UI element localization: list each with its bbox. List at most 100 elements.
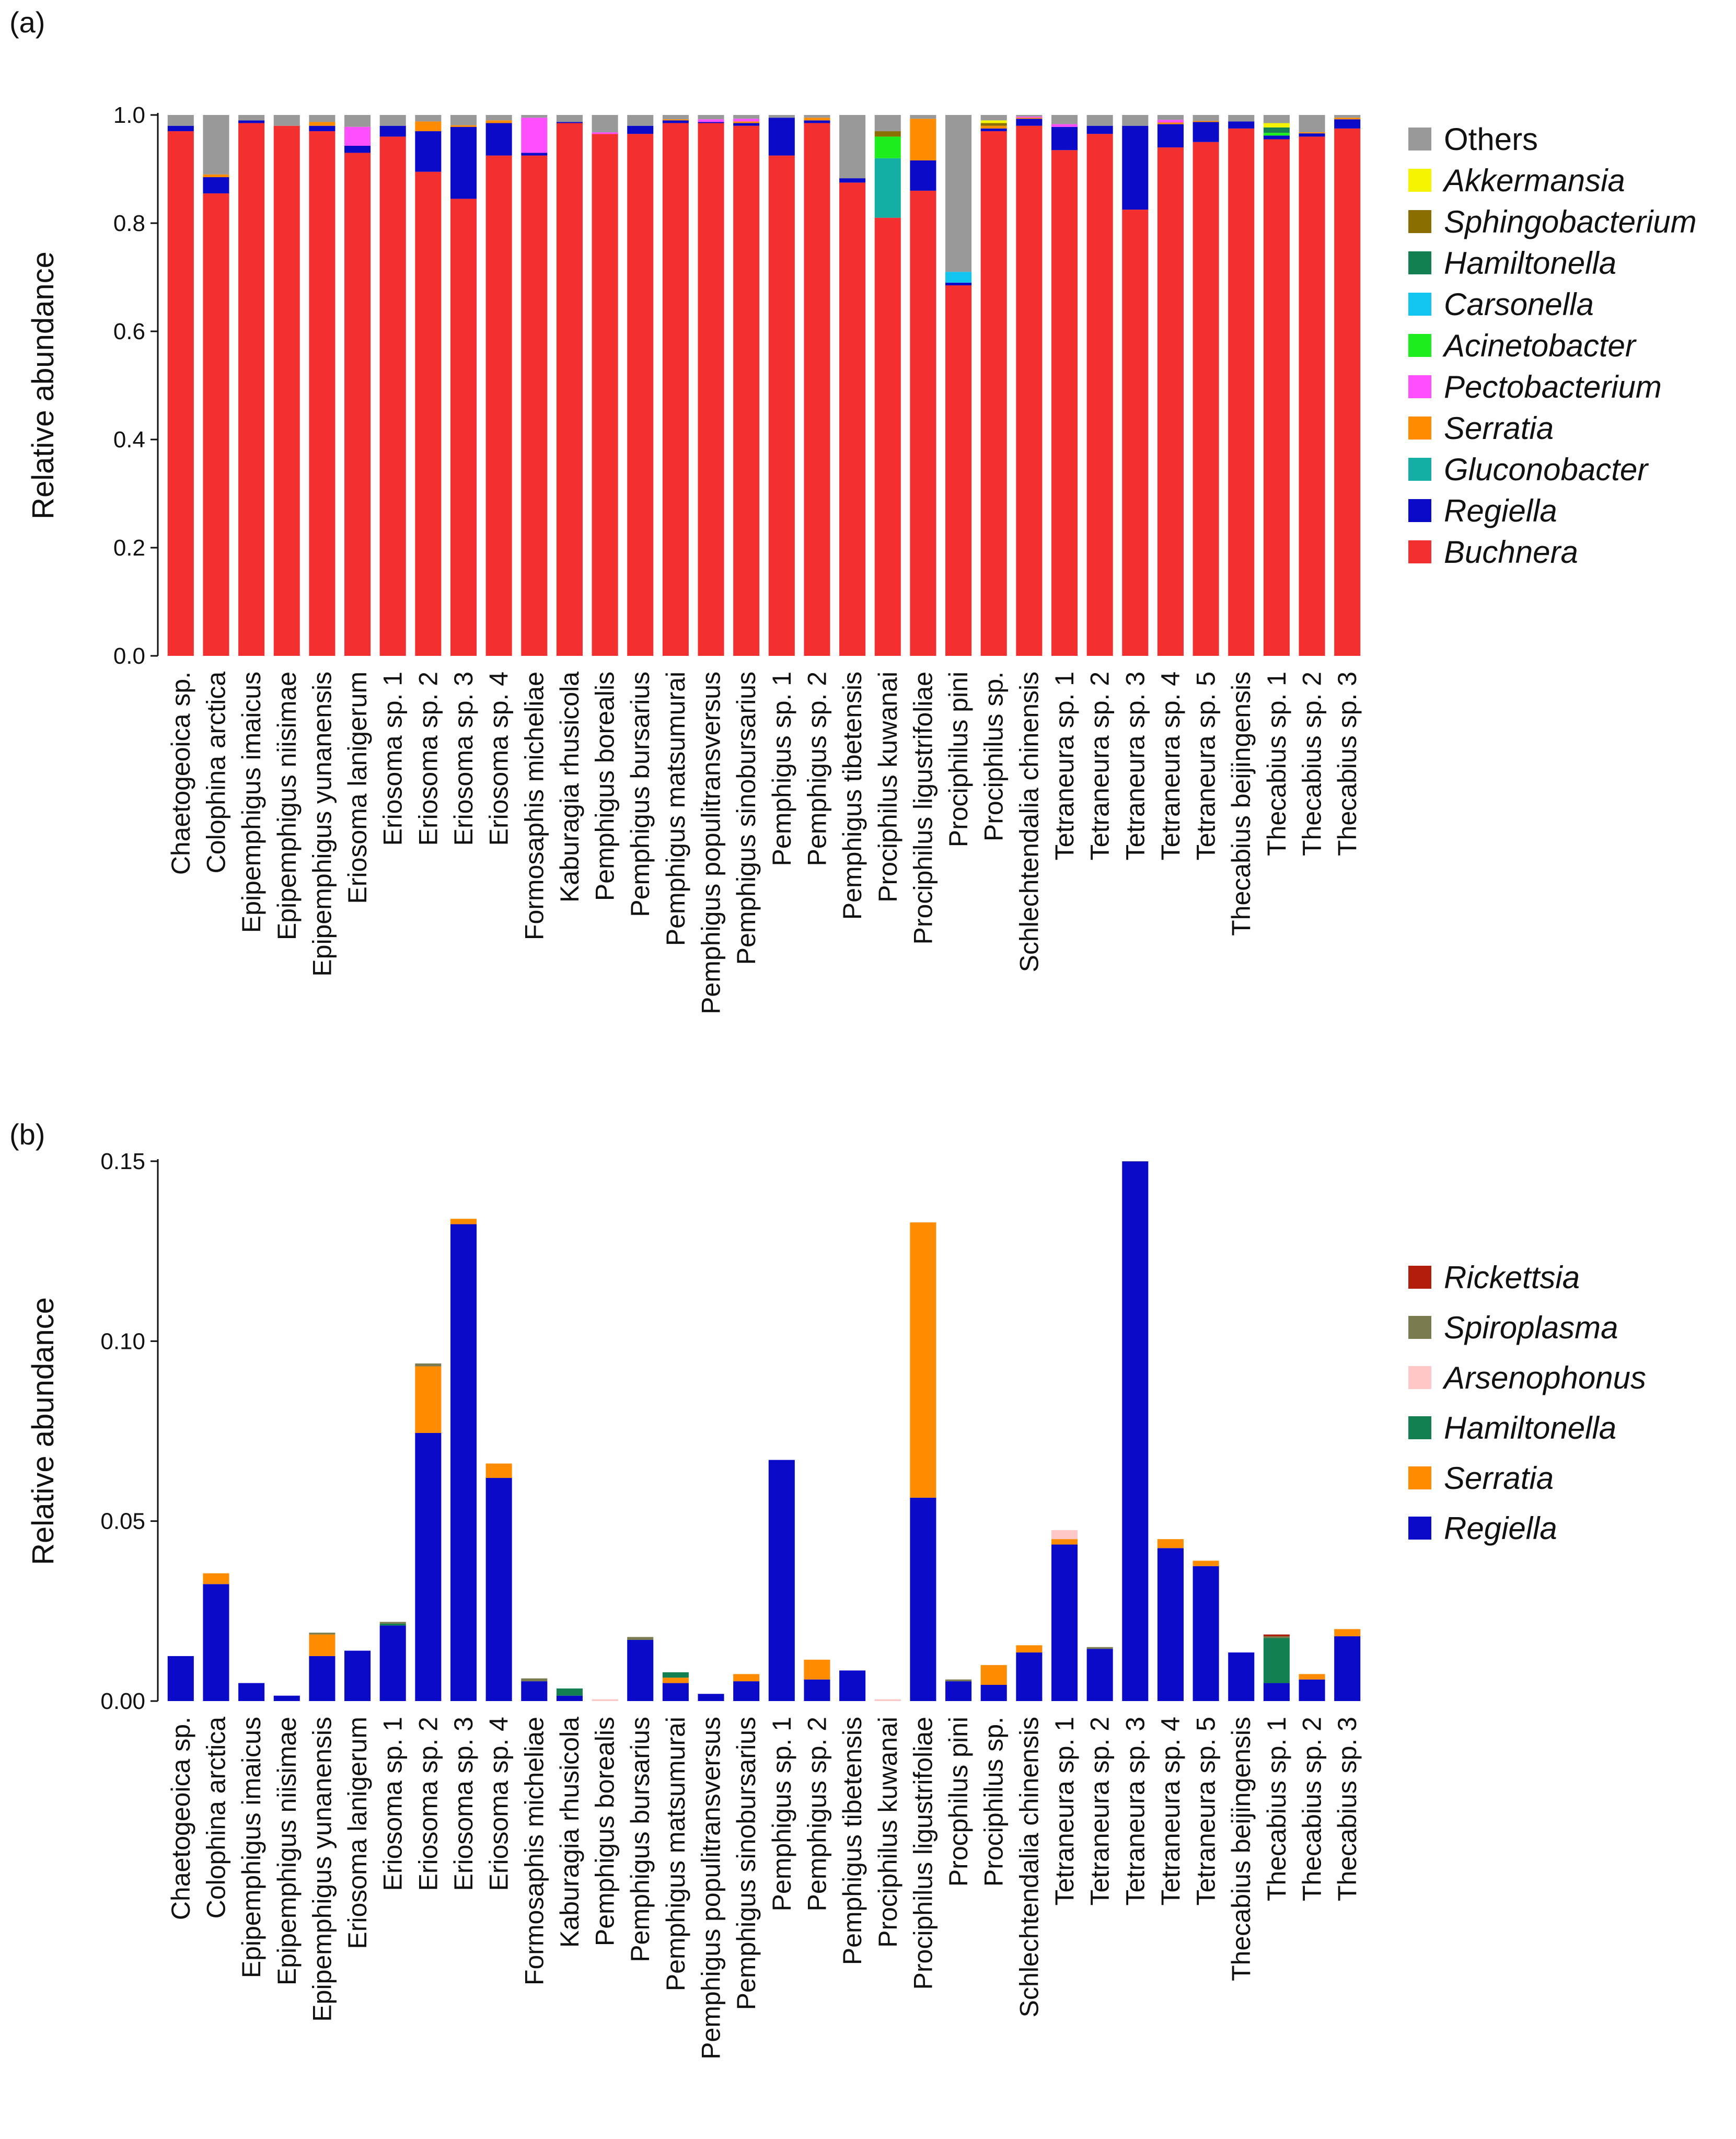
bar-segment-buchnera (485, 155, 512, 656)
bar-segment-buchnera (203, 193, 229, 656)
bar-segment-rickettsia (1263, 1634, 1290, 1637)
x-category-label: Pemphigus bursarius (626, 1717, 655, 1962)
y-tick-label: 0.2 (113, 535, 145, 561)
bar-segment-regiella (945, 1681, 972, 1701)
bar-segment-others (1193, 115, 1219, 121)
y-tick-label: 0.15 (100, 1149, 145, 1174)
bar-segment-regiella (627, 1639, 654, 1701)
bar-segment-regiella (485, 1478, 512, 1701)
bar-segment-spiroplasma (1086, 1647, 1113, 1649)
bar-segment-others (415, 115, 442, 122)
bar-segment-serratia (733, 1674, 760, 1682)
bar-segment-others (521, 115, 548, 118)
x-category-label: Eriosoma sp. 2 (413, 1717, 443, 1891)
bar-segment-others (203, 115, 229, 175)
x-category-label: Thecabius sp. 1 (1262, 672, 1291, 856)
bar-segment-regiella (910, 160, 936, 191)
bar-segment-others (1051, 115, 1078, 124)
bar-segment-regiella (1122, 1161, 1149, 1701)
x-category-label: Pemphigus sp. 2 (802, 672, 831, 866)
bar-segment-others (733, 115, 760, 119)
x-category-label: Schlechtendalia chinensis (1014, 1717, 1044, 2017)
bar-segment-regiella (556, 1695, 583, 1701)
bar-segment-others (1122, 115, 1149, 126)
legend-label-regiella: Regiella (1444, 493, 1557, 528)
bar-segment-serratia (910, 1222, 936, 1498)
bar-segment-regiella (698, 122, 724, 123)
x-category-label: Tetraneura sp. 4 (1156, 1717, 1185, 1905)
legend-swatch-acinetobacter (1408, 334, 1431, 357)
legend-label-hamiltonella: Hamiltonella (1444, 246, 1616, 281)
bar-segment-regiella (1299, 1679, 1325, 1701)
bar-segment-regiella (1086, 1649, 1113, 1701)
bar-segment-regiella (804, 120, 830, 123)
bar-segment-serratia (1299, 132, 1325, 134)
bar-segment-sphingobacterium (980, 123, 1007, 126)
x-category-label: Pemphigus sinobursarius (732, 1717, 761, 2010)
x-category-label: Procphilus pini (944, 1717, 973, 1887)
x-category-label: Eriosoma sp. 1 (378, 672, 408, 846)
bar-segment-regiella (238, 120, 265, 123)
x-category-label: Epipemphigus niisimae (272, 672, 302, 940)
bar-segment-regiella (1086, 125, 1113, 134)
bar-segment-hamiltonella (379, 1623, 406, 1626)
bar-segment-serratia (309, 1634, 335, 1656)
bar-segment-buchnera (804, 123, 830, 656)
bar-segment-regiella (980, 1685, 1007, 1701)
legend-swatch-serratia (1408, 417, 1431, 440)
legend-swatch-regiella (1408, 1517, 1431, 1540)
bar-segment-buchnera (1334, 128, 1361, 656)
bar-segment-regiella (1193, 122, 1219, 142)
bar-segment-regiella (379, 1625, 406, 1701)
bar-segment-regiella (1334, 119, 1361, 129)
bar-segment-buchnera (1157, 147, 1184, 656)
bar-segment-others (804, 115, 830, 118)
bar-segment-others (980, 115, 1007, 121)
bar-segment-regiella (839, 178, 866, 183)
bar-segment-buchnera (980, 131, 1007, 656)
x-category-label: Pemphigus borealis (591, 672, 620, 901)
bar-segment-regiella (167, 1656, 194, 1701)
bar-segment-serratia (1016, 1645, 1043, 1653)
bar-segment-buchnera (167, 131, 194, 656)
bar-segment-pectobacterium (592, 132, 618, 134)
bar-segment-regiella (1263, 1683, 1290, 1701)
bar-segment-regiella (804, 1679, 830, 1701)
bar-segment-pectobacterium (1051, 124, 1078, 127)
legend-swatch-hamiltonella (1408, 1416, 1431, 1439)
x-category-label: Pemphigus matsumurai (661, 1717, 690, 1991)
legend-label-hamiltonella: Hamiltonella (1444, 1410, 1616, 1446)
x-category-label: Pemphigus borealis (591, 1717, 620, 1946)
bar-segment-others (768, 115, 795, 118)
bar-segment-buchnera (1193, 142, 1219, 656)
legend-label-rickettsia: Rickettsia (1444, 1260, 1580, 1295)
bar-segment-serratia (804, 118, 830, 121)
bar-segment-buchnera (556, 123, 583, 656)
bar-segment-buchnera (839, 182, 866, 656)
bar-segment-regiella (945, 282, 972, 286)
x-category-label: Pemphigus bursarius (626, 672, 655, 917)
legend-swatch-rickettsia (1408, 1266, 1431, 1289)
bar-segment-acinetobacter (1263, 133, 1290, 136)
legend-swatch-pectobacterium (1408, 375, 1431, 398)
bar-segment-regiella (238, 1683, 265, 1701)
legend-swatch-hamiltonella (1408, 251, 1431, 274)
bar-segment-serratia (980, 125, 1007, 129)
x-category-label: Pemphigus populitransversus (697, 1717, 726, 2060)
legend-swatch-carsonella (1408, 293, 1431, 316)
x-category-label: Schlechtendalia chinensis (1014, 672, 1044, 972)
x-category-label: Epipemphigus imaicus (237, 672, 266, 933)
bar-segment-others (450, 115, 477, 125)
bar-segment-spiroplasma (627, 1637, 654, 1640)
x-category-label: Thecabius sp. 2 (1298, 672, 1327, 856)
bar-segment-sphingobacterium (874, 131, 901, 137)
bar-segment-serratia (662, 1678, 689, 1683)
legend-label-buchnera: Buchnera (1444, 535, 1578, 570)
bar-segment-buchnera (910, 190, 936, 656)
bar-segment-buchnera (521, 155, 548, 656)
legend-swatch-regiella (1408, 499, 1431, 522)
bar-segment-serratia (485, 1463, 512, 1478)
bar-segment-regiella (273, 1695, 300, 1701)
bar-segment-serratia (415, 1366, 442, 1433)
x-category-label: Prociphilus sp. (979, 672, 1009, 841)
